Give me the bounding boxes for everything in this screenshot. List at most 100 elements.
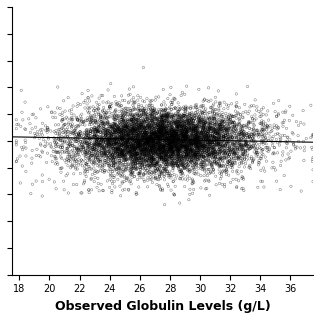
Point <box>145 130 150 135</box>
Point <box>104 100 109 105</box>
Point <box>107 131 112 136</box>
Point <box>149 141 155 146</box>
Point <box>113 117 118 122</box>
Point <box>187 145 192 150</box>
Point <box>186 160 191 165</box>
Point <box>197 147 202 152</box>
Point <box>103 133 108 138</box>
Point <box>181 123 187 128</box>
Point <box>152 157 157 162</box>
Point <box>284 141 290 146</box>
Point <box>174 144 179 149</box>
Point <box>213 129 218 134</box>
Point <box>218 158 223 164</box>
Point <box>204 144 210 149</box>
Point <box>96 161 101 166</box>
Point <box>108 151 114 156</box>
Point <box>142 156 147 161</box>
Point <box>116 147 121 152</box>
Point <box>182 158 187 163</box>
Point <box>183 147 188 152</box>
Point <box>173 128 178 133</box>
Point <box>134 127 140 132</box>
Point <box>209 149 214 155</box>
Point <box>182 92 187 97</box>
Point <box>127 144 132 149</box>
Point <box>106 161 111 166</box>
Point <box>82 132 87 138</box>
Point <box>164 164 169 169</box>
Point <box>196 124 201 129</box>
Point <box>115 149 120 154</box>
Point <box>196 136 202 141</box>
Point <box>144 148 149 153</box>
Point <box>143 166 148 172</box>
Point <box>66 95 71 100</box>
Point <box>103 140 108 146</box>
Point <box>160 123 165 128</box>
Point <box>133 147 139 152</box>
Point <box>161 149 166 155</box>
Point <box>129 132 134 137</box>
Point <box>152 130 157 135</box>
Point <box>207 142 212 147</box>
Point <box>186 122 191 127</box>
Point <box>204 186 209 191</box>
Point <box>204 148 210 154</box>
Point <box>123 119 128 124</box>
Point <box>120 131 125 136</box>
Point <box>177 145 182 150</box>
Point <box>180 116 186 121</box>
Point <box>151 130 156 135</box>
Point <box>95 129 100 134</box>
Point <box>237 116 242 121</box>
Point <box>124 106 129 111</box>
Point <box>76 147 81 152</box>
Point <box>202 134 207 139</box>
Point <box>206 147 212 152</box>
Point <box>108 135 113 140</box>
Point <box>53 186 59 191</box>
Point <box>99 135 104 140</box>
Point <box>111 155 116 160</box>
Point <box>139 146 144 151</box>
Point <box>201 125 206 131</box>
Point <box>97 143 102 148</box>
Point <box>119 174 124 179</box>
Point <box>108 140 113 145</box>
Point <box>157 109 162 114</box>
Point <box>109 190 114 195</box>
Point <box>118 136 123 141</box>
Point <box>179 147 184 152</box>
Point <box>146 142 151 147</box>
Point <box>214 142 219 148</box>
Point <box>101 126 107 131</box>
Point <box>152 114 157 119</box>
Point <box>123 160 128 165</box>
Point <box>180 141 186 147</box>
Point <box>140 161 146 166</box>
Point <box>74 132 79 138</box>
Point <box>121 118 126 123</box>
Point <box>142 131 148 136</box>
Point <box>169 120 174 125</box>
Point <box>258 121 263 126</box>
Point <box>135 157 140 162</box>
Point <box>246 120 251 125</box>
Point <box>179 126 184 131</box>
Point <box>89 187 94 192</box>
Point <box>167 115 172 120</box>
Point <box>237 133 242 139</box>
Point <box>214 139 219 144</box>
Point <box>183 137 188 142</box>
Point <box>83 138 88 143</box>
Point <box>223 143 228 148</box>
Point <box>57 131 62 136</box>
Point <box>92 134 97 139</box>
Point <box>149 164 154 169</box>
Point <box>130 154 135 159</box>
Point <box>201 134 206 140</box>
Point <box>180 134 186 139</box>
Point <box>154 149 159 154</box>
Point <box>164 139 170 144</box>
